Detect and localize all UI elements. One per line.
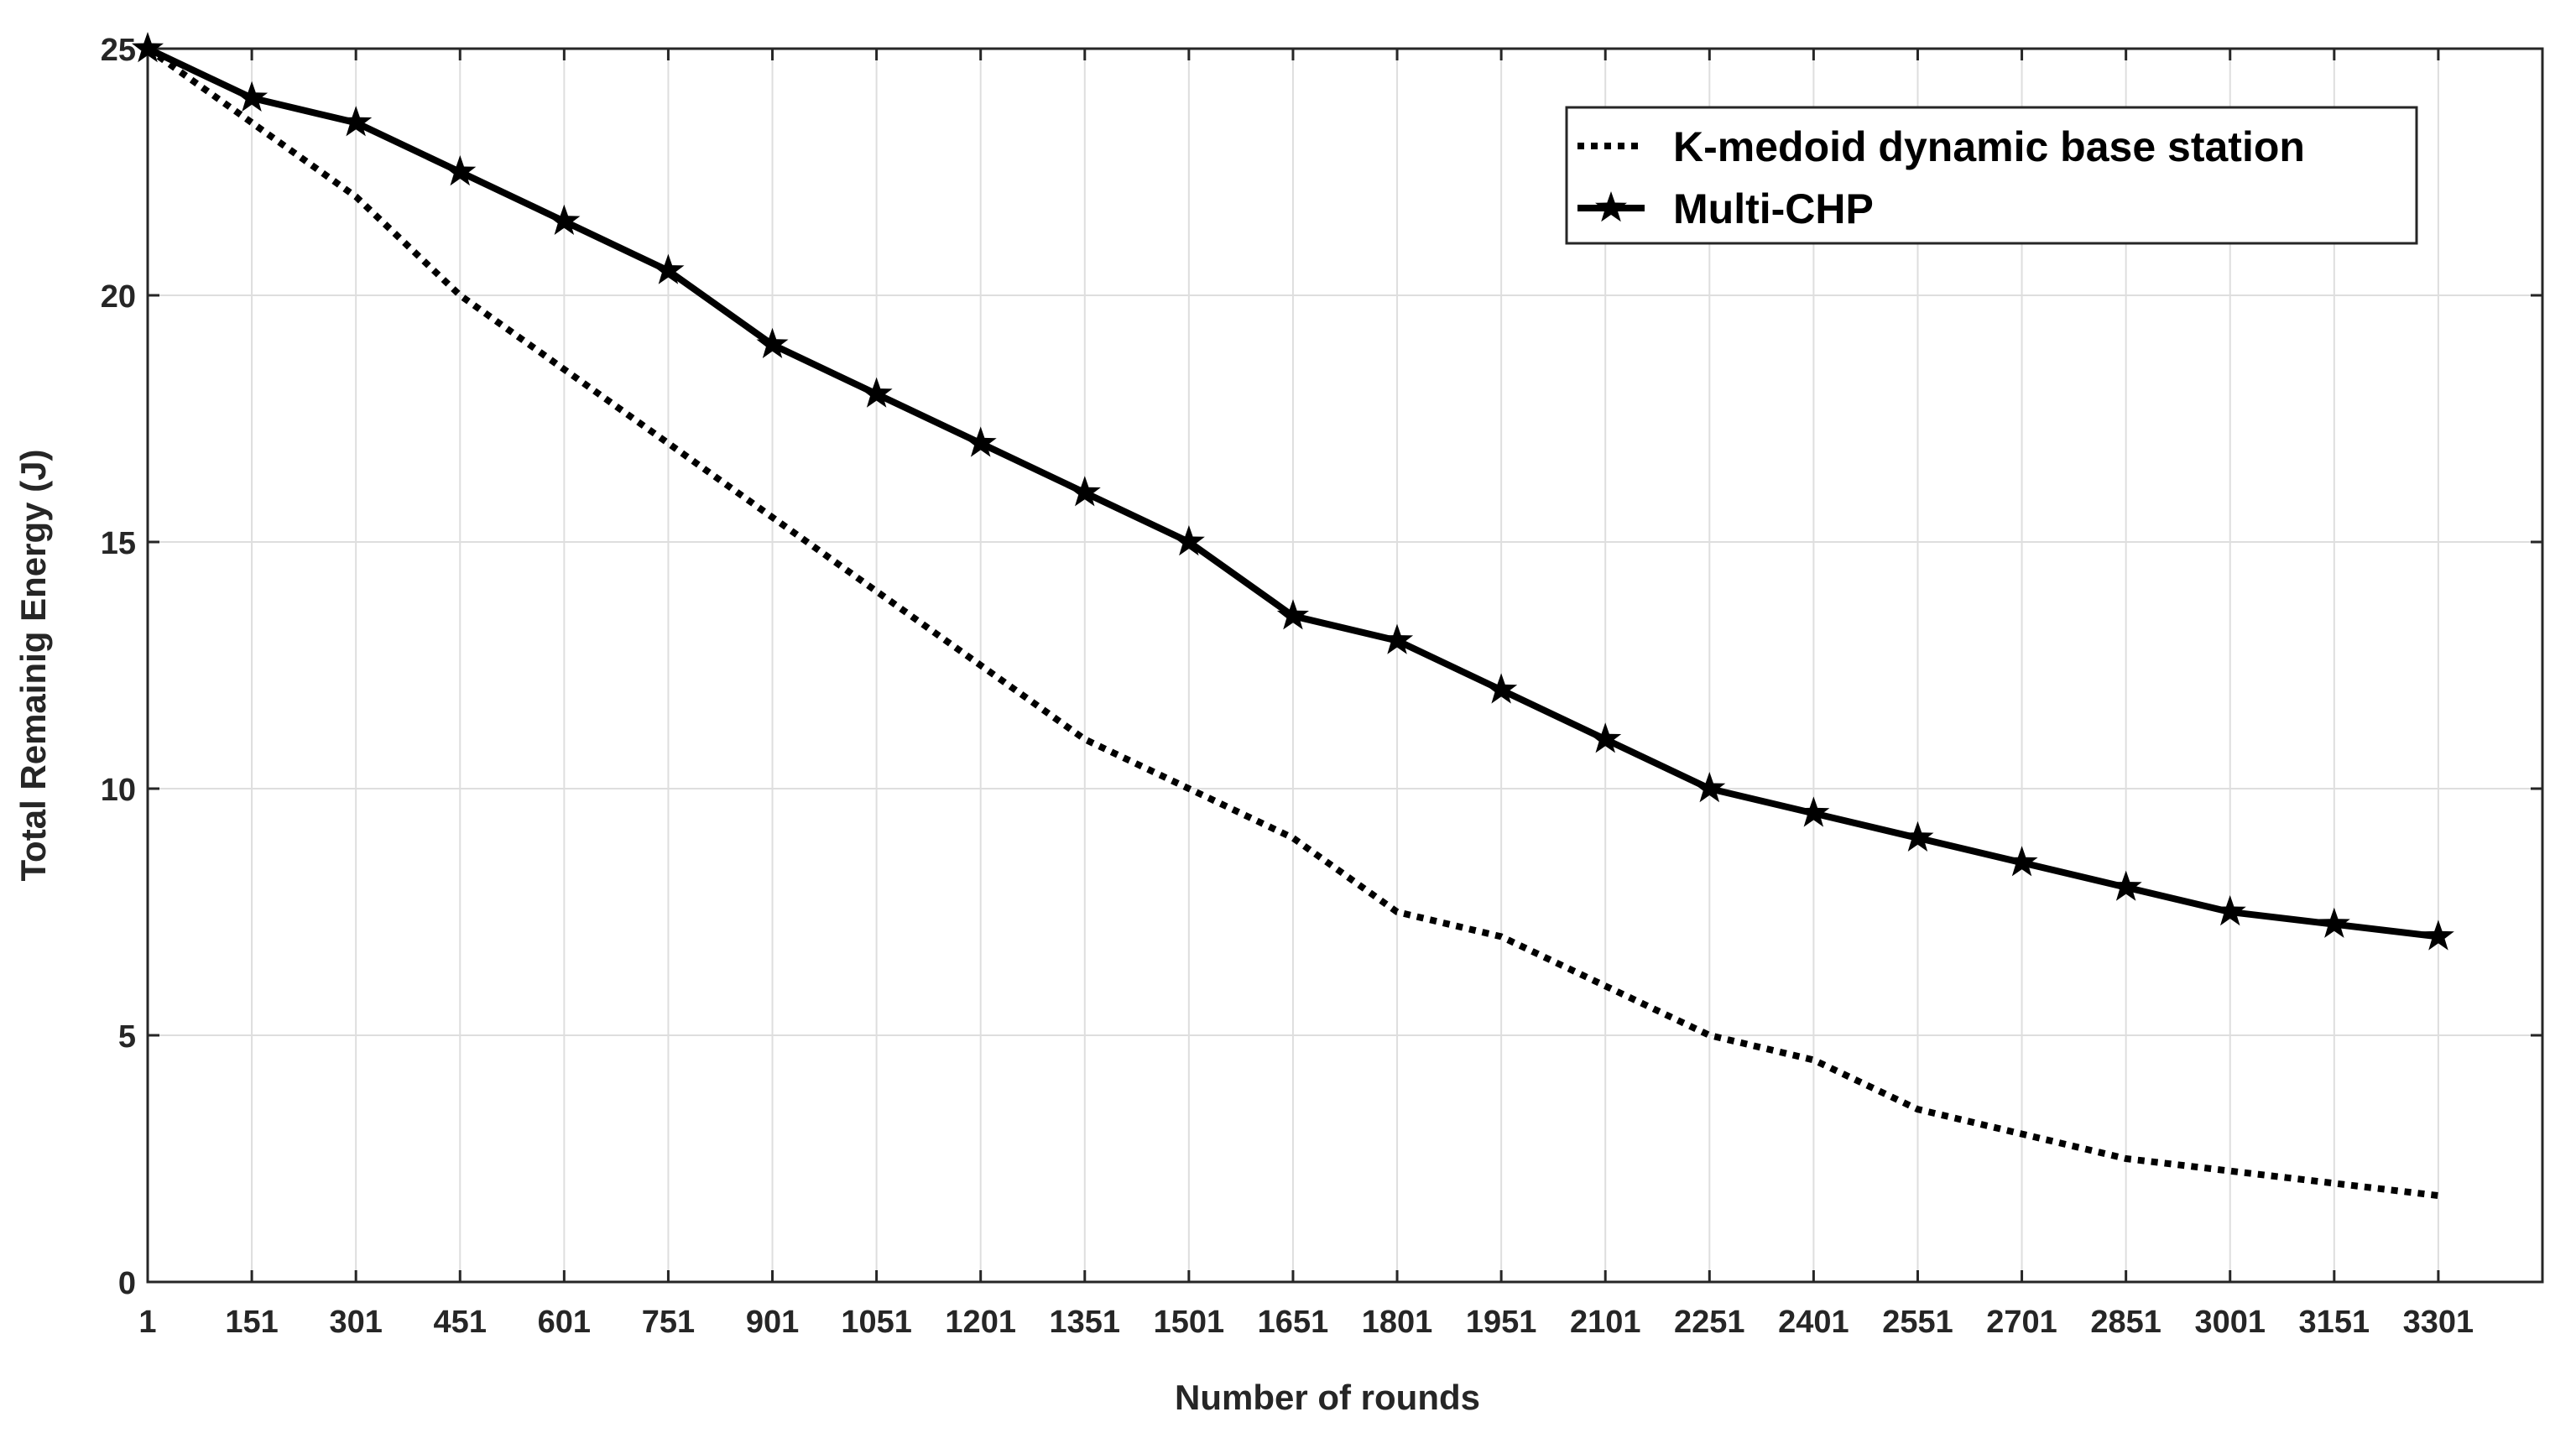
x-tick-label: 1351 (1050, 1305, 1121, 1340)
legend-box (1565, 106, 2418, 245)
y-tick-label: 20 (101, 279, 136, 315)
data-point-star (2214, 895, 2246, 926)
data-point-star (548, 204, 581, 235)
x-tick-label: 1651 (1258, 1305, 1329, 1340)
data-point-star (1589, 722, 1622, 753)
x-tick-label: 301 (329, 1305, 382, 1340)
x-tick-label: 3001 (2194, 1305, 2266, 1340)
data-point-star (1172, 525, 1205, 556)
data-point-star (340, 106, 373, 137)
data-point-star (444, 155, 477, 186)
data-point-star (1068, 476, 1101, 507)
x-tick-label: 2851 (2090, 1305, 2161, 1340)
x-tick-label: 2251 (1674, 1305, 1745, 1340)
data-point-star (1381, 623, 1414, 654)
legend-label-kmedoid: K-medoid dynamic base station (1673, 123, 2305, 170)
y-tick-label: 5 (118, 1019, 136, 1055)
y-tick-label: 0 (118, 1266, 136, 1301)
data-point-star (1901, 821, 1934, 852)
data-point-star (132, 32, 164, 63)
x-tick-label: 3301 (2403, 1305, 2474, 1340)
data-point-star (1485, 673, 1518, 704)
plot-frame (146, 47, 2544, 1284)
axis-ticks: 1 151 301 451 601 751 901 1051 1201 1351 1501 1651 1… (101, 33, 2542, 1340)
data-point-star (860, 377, 893, 408)
x-tick-label: 1501 (1154, 1305, 1225, 1340)
x-tick-label: 1051 (841, 1305, 912, 1340)
y-tick-label: 15 (101, 526, 136, 561)
legend: K-medoid dynamic base station Multi-CHP (1565, 106, 2418, 245)
x-axis-label: Number of rounds (1175, 1378, 1480, 1417)
y-tick-label: 25 (101, 33, 136, 68)
x-tick-label: 451 (434, 1305, 487, 1340)
x-tick-label: 151 (225, 1305, 278, 1340)
x-tick-label: 2551 (1882, 1305, 1953, 1340)
data-point-star (2422, 920, 2454, 951)
x-tick-label: 1951 (1466, 1305, 1537, 1340)
data-point-star (236, 81, 269, 112)
x-tick-label: 1 (138, 1305, 156, 1340)
data-point-star (2109, 870, 2142, 901)
y-axis-label: Total Remainig Energy (J) (13, 450, 53, 882)
x-tick-label: 2701 (1986, 1305, 2057, 1340)
series-line-kmedoid (145, 45, 2439, 1200)
data-point-star (756, 327, 789, 358)
data-point-star (652, 253, 685, 284)
data-point-star (2005, 846, 2038, 877)
x-tick-label: 2401 (1778, 1305, 1849, 1340)
data-point-star (1693, 772, 1726, 803)
series-layer (132, 32, 2454, 1200)
data-point-star (2318, 907, 2350, 938)
x-tick-label: 3151 (2299, 1305, 2370, 1340)
x-tick-label: 601 (538, 1305, 591, 1340)
legend-label-multichp: Multi-CHP (1673, 185, 1874, 232)
data-point-star (1276, 599, 1309, 630)
x-tick-label: 1801 (1362, 1305, 1433, 1340)
y-tick-label: 10 (101, 773, 136, 808)
x-tick-label: 2101 (1570, 1305, 1641, 1340)
legend-star-marker (1595, 191, 1627, 222)
x-tick-label: 1201 (945, 1305, 1016, 1340)
x-tick-label: 901 (746, 1305, 799, 1340)
x-tick-label: 751 (642, 1305, 695, 1340)
grid-lines (147, 48, 2542, 1283)
data-point-star (1797, 796, 1830, 827)
data-point-star (964, 426, 997, 457)
